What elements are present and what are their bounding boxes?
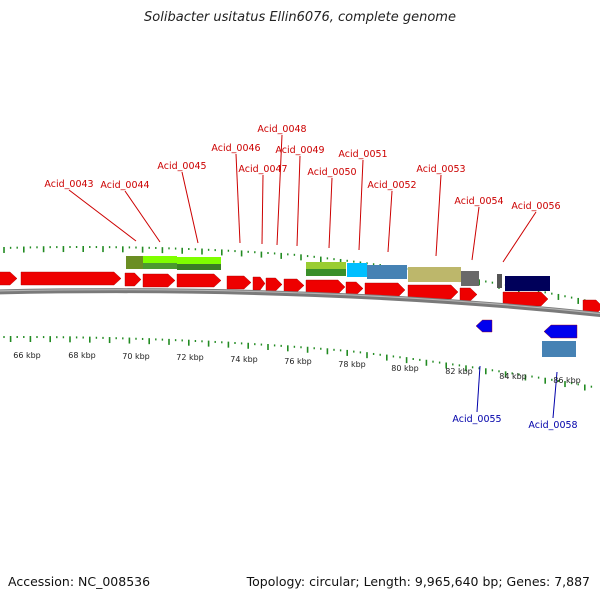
feature-block <box>126 256 143 269</box>
scale-label: 78 kbp <box>338 360 366 369</box>
gene-label-forward: Acid_0047 <box>238 164 287 175</box>
label-leader <box>235 153 241 244</box>
scale-label: 84 kbp <box>499 372 527 381</box>
label-leader <box>124 190 161 243</box>
gene-label-forward: Acid_0049 <box>275 145 324 156</box>
accession: Accession: NC_008536 <box>8 574 151 589</box>
scale-label: 68 kbp <box>68 351 96 360</box>
feature-block <box>497 274 502 288</box>
gene-label-forward: Acid_0054 <box>454 196 503 207</box>
label-leader <box>476 365 481 413</box>
gene-label-forward: Acid_0045 <box>157 161 206 172</box>
scale-label: 80 kbp <box>391 364 419 373</box>
feature-block <box>542 341 576 357</box>
feature-block <box>408 267 461 282</box>
label-leader <box>261 174 264 245</box>
label-leader <box>68 189 137 242</box>
label-leader <box>358 159 364 251</box>
gene-label-forward: Acid_0053 <box>416 164 465 175</box>
feature-block <box>177 264 221 270</box>
genome-backbone-highlight <box>0 289 600 315</box>
label-leader <box>276 134 283 246</box>
label-leader <box>296 155 301 247</box>
label-leader <box>181 171 199 244</box>
cds-forward-arrow <box>20 271 122 286</box>
scale-label: 86 kbp <box>553 376 581 385</box>
feature-block <box>461 271 479 286</box>
map-title: Solibacter usitatus Ellin6076, complete … <box>144 10 456 25</box>
cds-forward-arrow <box>124 272 142 287</box>
label-leader <box>471 206 480 261</box>
gene-labels: Acid_0043 Acid_0044 Acid_0045 Acid_0046 Acid… <box>44 124 577 431</box>
cds-forward-arrow <box>345 281 364 296</box>
gene-label-forward: Acid_0056 <box>511 201 560 212</box>
topology-summary: Topology: circular; Length: 9,965,640 bp… <box>246 574 590 589</box>
gene-label-forward: Acid_0048 <box>257 124 306 135</box>
gene-label-reverse: Acid_0058 <box>528 420 577 431</box>
cds-forward-arrow <box>252 276 266 291</box>
cds-reverse-arrow <box>475 319 493 333</box>
label-leader <box>328 177 333 249</box>
scale-label: 74 kbp <box>230 355 258 364</box>
cds-forward-arrow <box>265 277 283 292</box>
label-leader-lines <box>68 134 558 419</box>
feature-track <box>0 256 600 357</box>
gene-label-reverse: Acid_0055 <box>452 414 501 425</box>
label-leader <box>387 190 393 253</box>
label-leader <box>435 174 442 257</box>
scale-label: 72 kbp <box>176 353 204 362</box>
cds-reverse-arrow <box>543 324 578 339</box>
cds-forward-arrow <box>176 273 222 288</box>
feature-block <box>347 263 367 277</box>
label-leader <box>502 211 537 263</box>
cds-forward-arrow <box>142 273 176 288</box>
gene-label-forward: Acid_0052 <box>367 180 416 191</box>
feature-block <box>367 265 407 279</box>
gene-label-forward: Acid_0050 <box>307 167 356 178</box>
gene-label-forward: Acid_0044 <box>100 180 149 191</box>
gene-label-forward: Acid_0043 <box>44 179 93 190</box>
feature-block <box>505 276 550 291</box>
label-leader <box>552 371 558 419</box>
cds-forward-arrow <box>0 271 18 286</box>
feature-block <box>143 263 177 269</box>
cds-forward-arrow <box>459 287 478 302</box>
gene-label-forward: Acid_0046 <box>211 143 260 154</box>
scale-label: 70 kbp <box>122 352 150 361</box>
feature-block <box>306 269 346 276</box>
lower-tick-track <box>3 336 593 391</box>
cds-forward-arrow <box>226 275 252 290</box>
scale-label: 82 kbp <box>445 367 473 376</box>
scale-label: 76 kbp <box>284 357 312 366</box>
genome-backbone <box>0 288 600 317</box>
scale-labels: 66 kbp 68 kbp 70 kbp 72 kbp 74 kbp 76 kbp 78 k… <box>13 351 581 385</box>
cds-forward-arrow <box>407 284 459 300</box>
scale-label: 66 kbp <box>13 351 41 360</box>
gene-label-forward: Acid_0051 <box>338 149 387 160</box>
cds-forward-arrow <box>283 278 305 293</box>
